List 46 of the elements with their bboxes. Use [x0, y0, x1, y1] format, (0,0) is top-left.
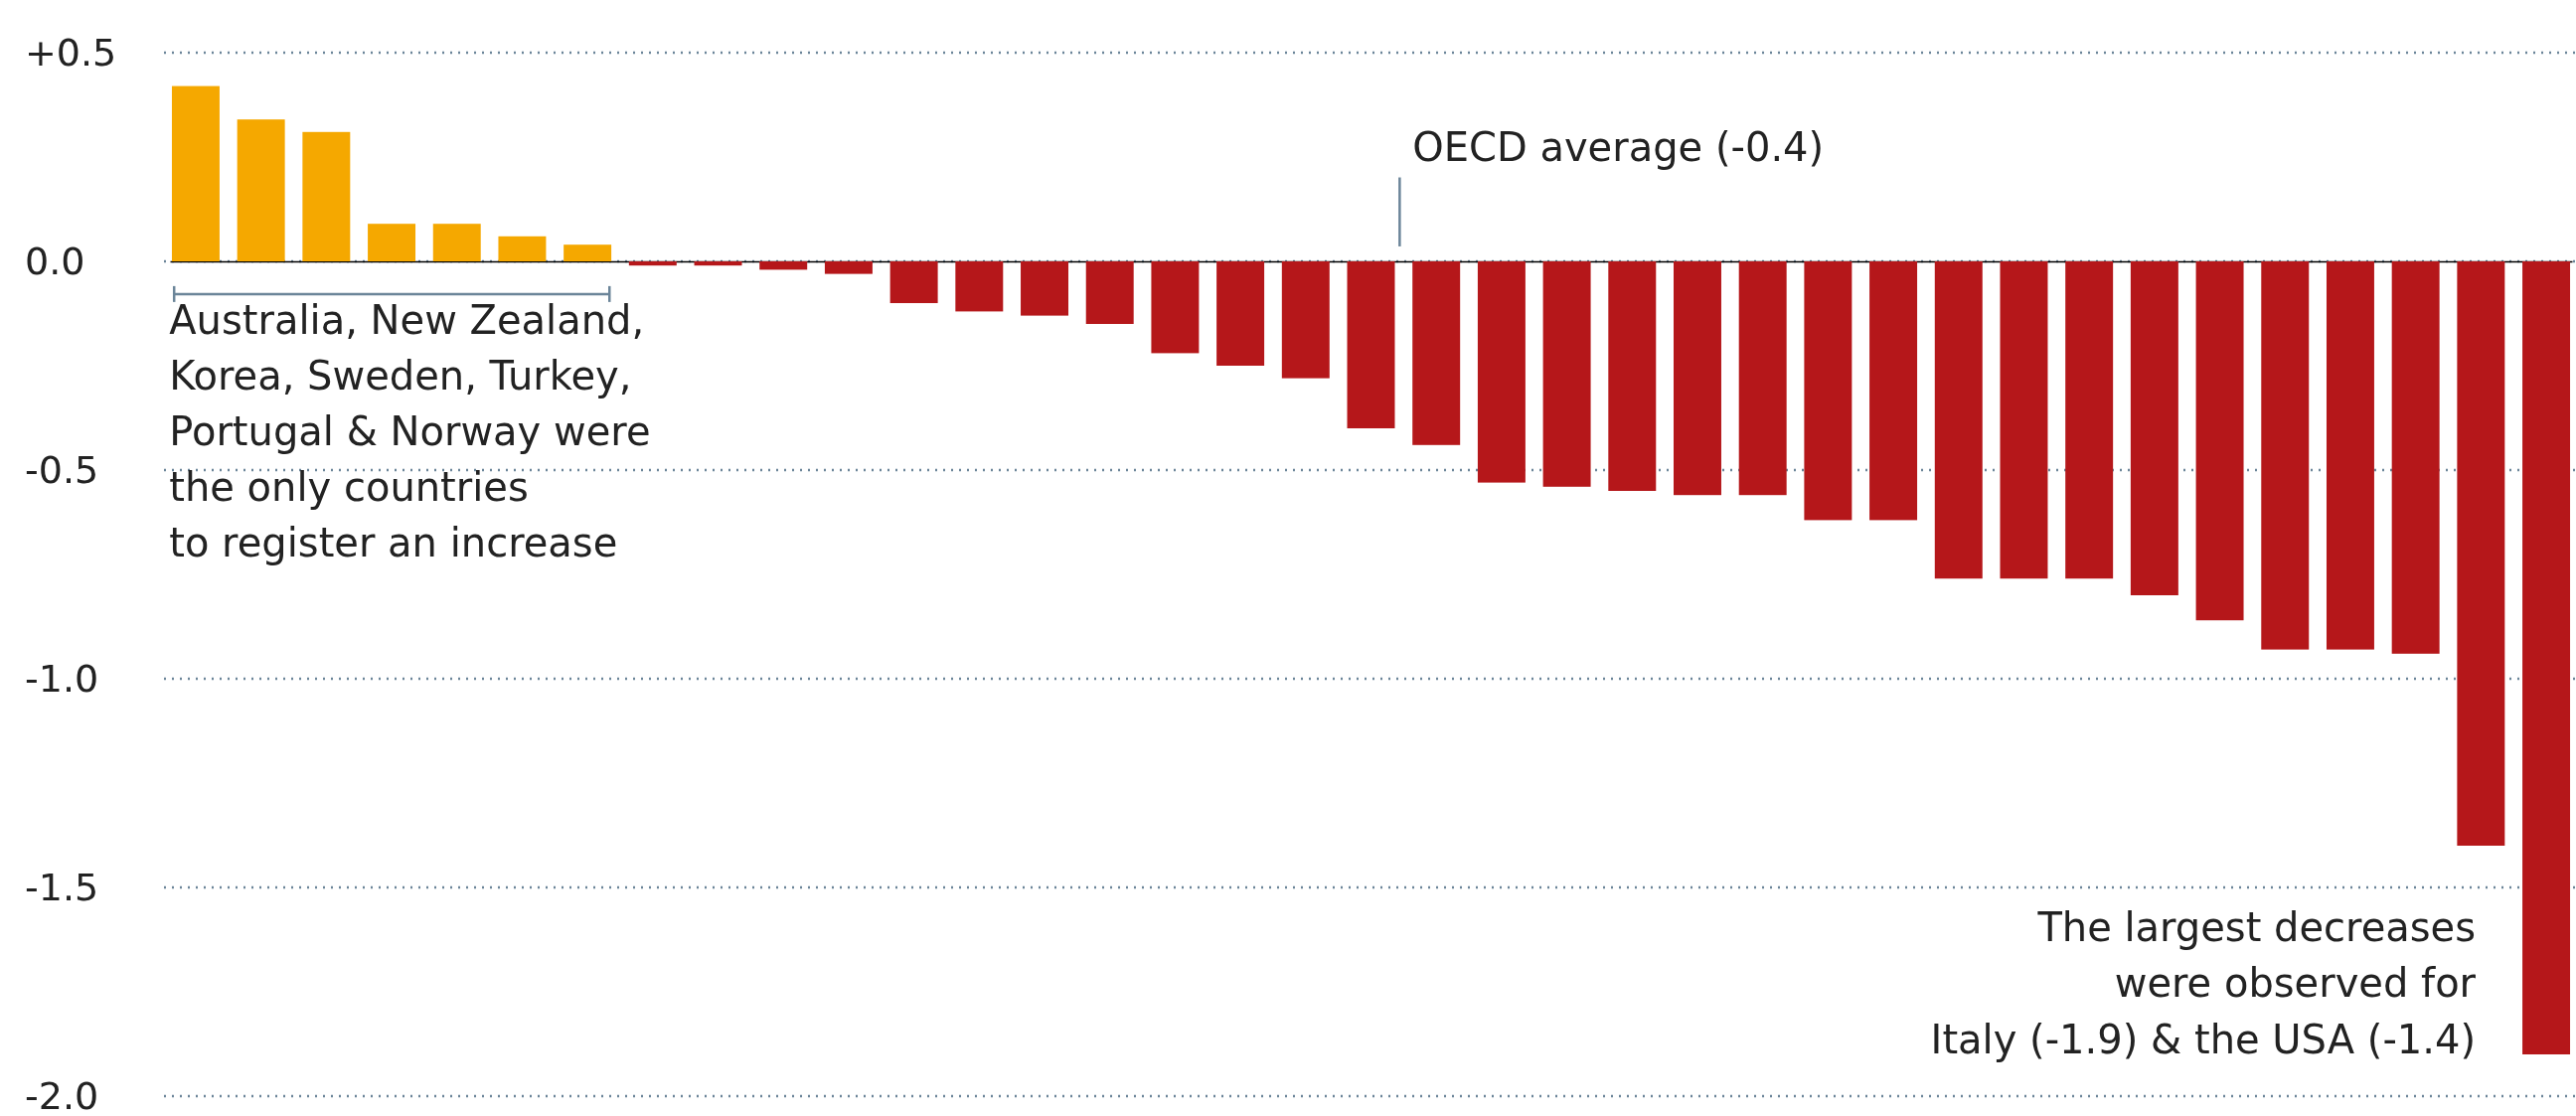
bar: [1347, 261, 1395, 428]
bar: [2261, 261, 2310, 650]
y-tick-label: -0.5: [25, 447, 99, 492]
bar: [889, 261, 938, 303]
bar: [955, 261, 1004, 312]
bar: [368, 224, 416, 261]
y-tick-label: -1.0: [25, 656, 99, 701]
bar: [2065, 261, 2114, 579]
bar: [1477, 261, 1526, 483]
bar: [1674, 261, 1721, 496]
bar: [1934, 261, 1983, 579]
bar: [2522, 261, 2571, 1054]
y-tick-label: +0.5: [25, 30, 117, 75]
bar: [432, 224, 481, 261]
bar: [1151, 261, 1200, 354]
bar: [824, 261, 873, 274]
annotation: Australia, New Zealand, Korea, Sweden, Turkey, Portugal & Norway were the only countries to register an increase: [169, 296, 651, 566]
bar: [2326, 261, 2374, 650]
bar: [759, 261, 808, 270]
bar: [2000, 261, 2048, 579]
bar: [1804, 261, 1852, 521]
bar: [2457, 261, 2505, 846]
bar: [628, 261, 677, 266]
bar: [302, 131, 351, 261]
bar: [694, 261, 742, 266]
bar: [2130, 261, 2178, 595]
bar: [498, 236, 547, 261]
y-tick-label: -1.5: [25, 865, 99, 909]
bar: [1608, 261, 1657, 491]
bar: [1412, 261, 1461, 445]
bar: [1542, 261, 1591, 487]
annotation: OECD average (-0.4): [1412, 123, 1825, 170]
bar: [1869, 261, 1918, 521]
y-tick-label: -2.0: [25, 1073, 99, 1116]
bar: [237, 119, 285, 261]
bar: [2195, 261, 2244, 621]
bar: [564, 244, 612, 261]
bar: [171, 85, 220, 261]
bar: [1085, 261, 1134, 324]
bar: [1738, 261, 1787, 496]
bar: [1216, 261, 1265, 366]
annotation: The largest decreases were observed for Italy (-1.9) & the USA (-1.4): [1930, 904, 2477, 1062]
y-tick-label: 0.0: [25, 239, 85, 283]
bar: [1021, 261, 1068, 316]
bar: [1281, 261, 1330, 379]
bar: [2391, 261, 2440, 654]
